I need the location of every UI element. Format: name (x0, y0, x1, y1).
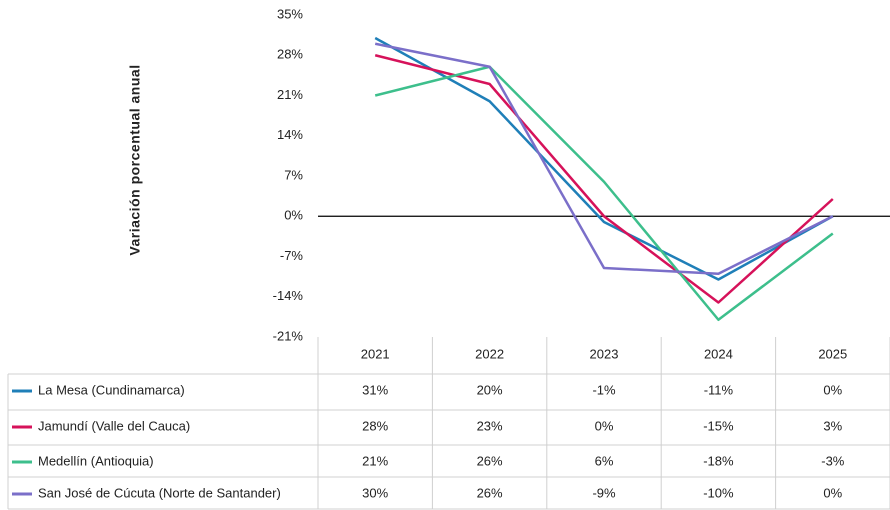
table-value: -11% (704, 382, 734, 397)
table-value: 0% (595, 418, 614, 433)
y-tick-label: -21% (273, 328, 304, 343)
table-value: -10% (703, 485, 734, 500)
table-value: 20% (477, 382, 503, 397)
x-tick-label: 2025 (818, 346, 847, 361)
table-value: 26% (477, 453, 503, 468)
y-tick-label: 28% (277, 47, 303, 62)
x-tick-label: 2022 (475, 346, 504, 361)
table-value: 21% (362, 453, 388, 468)
table-value: 0% (823, 382, 842, 397)
table-value: 6% (595, 453, 614, 468)
x-tick-label: 2021 (361, 346, 390, 361)
table-value: 30% (362, 485, 388, 500)
table-value: 28% (362, 418, 388, 433)
legend-label: La Mesa (Cundinamarca) (38, 382, 185, 397)
table-value: 31% (362, 382, 388, 397)
table-value: 26% (477, 485, 503, 500)
series-line (374, 54, 834, 304)
legend-label: Medellín (Antioquia) (38, 453, 154, 468)
x-tick-label: 2024 (704, 346, 733, 361)
y-tick-label: 35% (277, 6, 303, 21)
series-line (374, 36, 834, 281)
table-value: -1% (592, 382, 616, 397)
table-value: -15% (703, 418, 734, 433)
table-value: 3% (823, 418, 842, 433)
y-tick-label: 14% (277, 127, 303, 142)
table-value: 0% (823, 485, 842, 500)
table-value: -9% (592, 485, 616, 500)
y-tick-label: 21% (277, 87, 303, 102)
table-value: -3% (821, 453, 845, 468)
x-tick-label: 2023 (590, 346, 619, 361)
y-tick-label: 0% (284, 208, 303, 223)
table-value: -18% (703, 453, 734, 468)
series-line (374, 42, 834, 275)
y-tick-label: -7% (280, 248, 304, 263)
series-line (374, 65, 834, 321)
y-tick-label: 7% (284, 167, 303, 182)
y-tick-label: -14% (273, 288, 304, 303)
legend-label: San José de Cúcuta (Norte de Santander) (38, 485, 281, 500)
legend-label: Jamundí (Valle del Cauca) (38, 418, 190, 433)
y-axis-title: Variación porcentual anual (127, 64, 143, 255)
table-value: 23% (477, 418, 503, 433)
